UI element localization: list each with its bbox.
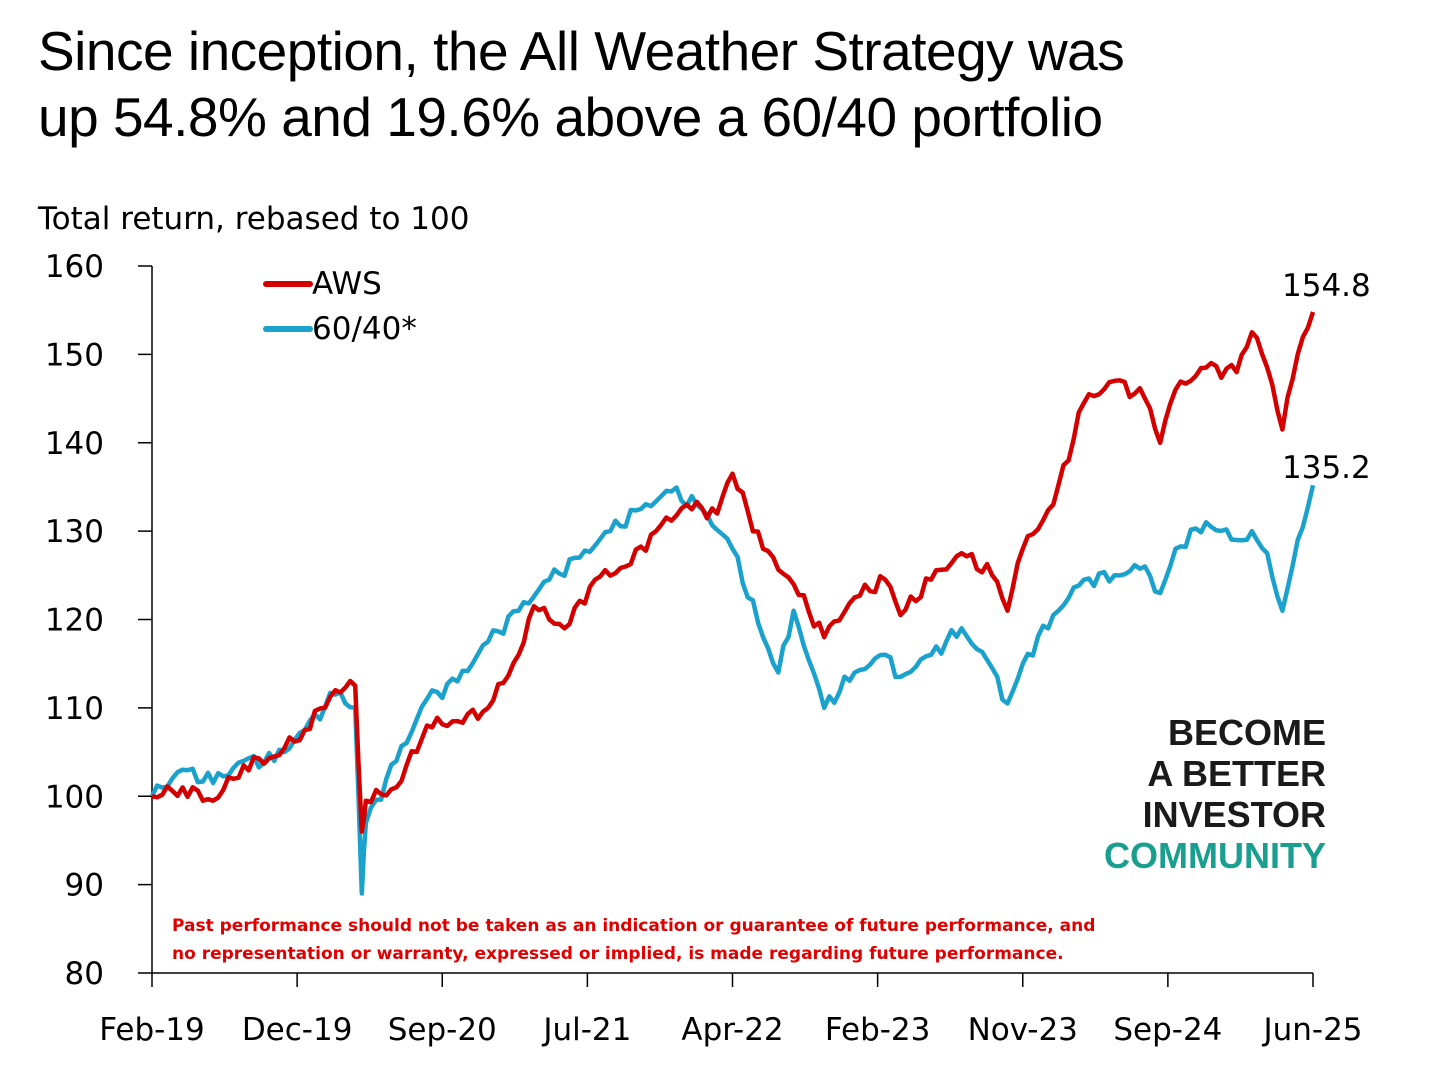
brand-logo: BECOME A BETTER INVESTOR COMMUNITY bbox=[1104, 712, 1326, 876]
x-tick-label: Dec-19 bbox=[242, 1012, 353, 1048]
y-tick-label: 100 bbox=[45, 779, 104, 815]
disclaimer-line-1: Past performance should not be taken as … bbox=[172, 916, 1095, 936]
y-tick-label: 140 bbox=[45, 426, 104, 462]
y-tick-label: 90 bbox=[65, 868, 104, 904]
y-tick-label: 150 bbox=[45, 337, 104, 373]
x-tick-label: Apr-22 bbox=[681, 1012, 783, 1048]
x-tick-label: Sep-20 bbox=[388, 1012, 497, 1048]
y-tick-label: 120 bbox=[45, 603, 104, 639]
brand-line-4: COMMUNITY bbox=[1104, 835, 1326, 876]
y-tick-label: 80 bbox=[65, 956, 104, 992]
disclaimer-line-2: no representation or warranty, expressed… bbox=[172, 944, 1064, 964]
legend: AWS 60/40* bbox=[263, 266, 417, 347]
x-tick-label: Jun-25 bbox=[1261, 1012, 1362, 1048]
series-line-aws bbox=[151, 311, 1316, 834]
y-tick-label: 160 bbox=[45, 249, 104, 285]
brand-line-1: BECOME bbox=[1167, 712, 1326, 753]
y-axis: 80 90 100 110 120 130 140 150 160 bbox=[45, 249, 153, 992]
x-tick-label: Jul-21 bbox=[541, 1012, 631, 1048]
x-tick-label: Sep-24 bbox=[1113, 1012, 1222, 1048]
series-lines bbox=[149, 311, 1316, 896]
x-tick-label: Feb-19 bbox=[99, 1012, 205, 1048]
brand-line-2: A BETTER bbox=[1147, 753, 1326, 794]
legend-label-aws: AWS bbox=[312, 266, 382, 302]
brand-line-3: INVESTOR bbox=[1142, 794, 1326, 835]
y-tick-label: 130 bbox=[45, 514, 104, 550]
title-line-1: Since inception, the All Weather Strateg… bbox=[38, 20, 1125, 82]
end-label-6040: 135.2 bbox=[1282, 450, 1371, 486]
x-tick-label: Feb-23 bbox=[825, 1012, 931, 1048]
x-tick-label: Nov-23 bbox=[968, 1012, 1078, 1048]
series-line-6040 bbox=[149, 484, 1316, 896]
title-line-2: up 54.8% and 19.6% above a 60/40 portfol… bbox=[38, 86, 1103, 148]
chart-title: Since inception, the All Weather Strateg… bbox=[38, 18, 1418, 150]
end-label-aws: 154.8 bbox=[1282, 268, 1371, 304]
legend-label-6040: 60/40* bbox=[312, 311, 417, 347]
y-axis-label: Total return, rebased to 100 bbox=[37, 201, 469, 237]
x-axis: Feb-19 Dec-19 Sep-20 Jul-21 Apr-22 Feb-23 Nov-… bbox=[99, 972, 1363, 1048]
y-tick-label: 110 bbox=[45, 691, 104, 727]
